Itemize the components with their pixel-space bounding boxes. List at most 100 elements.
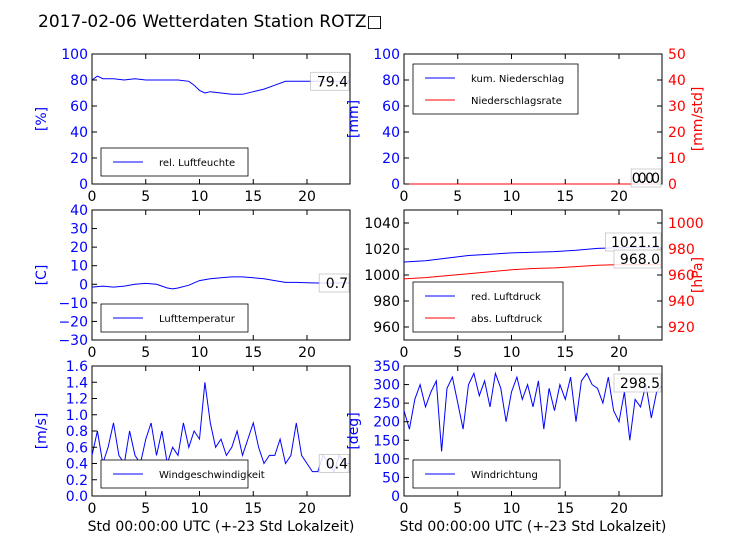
value-readout-box: [318, 454, 350, 473]
y-tick-label: 40: [382, 125, 400, 141]
legend-label: Niederschlagsrate: [471, 96, 562, 107]
value-readout-wind: 0.4: [318, 454, 350, 473]
y-tick-label: 80: [70, 73, 88, 89]
value-readout-box: [613, 249, 662, 269]
x-axis-label: Std 00:00:00 UTC (+-23 Std Lokalzeit): [400, 519, 667, 535]
value-readout-text: 298.5: [620, 376, 660, 392]
value-readout-direction: 298.5: [613, 373, 662, 393]
value-readout-text: 0.0: [638, 171, 660, 187]
x-tick-label: 5: [453, 189, 462, 205]
y-tick-label: 1040: [364, 216, 400, 232]
x-tick-label: 15: [556, 345, 574, 361]
y2-tick-label: 30: [668, 99, 686, 115]
y-tick-label: 1.2: [66, 392, 88, 408]
y2-tick-label: 980: [668, 242, 695, 258]
y2-axis-label: [mm/std]: [690, 87, 706, 152]
panel-temperature: 0 5 10 15 20 −30 −20 −10 0 10 20 30 40 [C] Lufttempera…: [34, 203, 351, 361]
y-tick-label: 980: [373, 294, 400, 310]
y-tick-label: 10: [70, 259, 88, 275]
y2-tick-label: 20: [668, 125, 686, 141]
y-tick-label: 20: [382, 151, 400, 167]
value-readout-text: 968.0: [620, 252, 660, 268]
y2-tick-label: 1000: [668, 216, 704, 232]
x-tick-label: 5: [141, 189, 150, 205]
value-readout-humidity: 79.4: [310, 71, 350, 91]
series-line-humidity-0: [91, 75, 350, 95]
y-tick-label: 80: [382, 73, 400, 89]
x-tick-label: 20: [610, 501, 628, 517]
x-tick-label: 0: [400, 189, 409, 205]
series-line-wind-0: [91, 382, 350, 473]
x-tick-label: 20: [298, 345, 316, 361]
legend-label: Windrichtung: [471, 470, 538, 481]
x-tick-label: 20: [298, 189, 316, 205]
y-tick-label: 0: [79, 177, 88, 193]
y-axis-label: [deg]: [346, 412, 362, 449]
y-tick-label: 20: [70, 151, 88, 167]
panel-humidity: 0 5 10 15 20 0 20 40 60 80 100 [%] rel. Luftfeuchte 7…: [34, 47, 351, 205]
figure-title: 2017-02-06 Wetterdaten Station ROTZ□: [38, 12, 383, 32]
y2-axis-label: [hPa]: [690, 257, 706, 293]
x-tick-label: 10: [191, 189, 209, 205]
y-tick-label: 1.4: [66, 375, 88, 391]
legend-pressure: red. Luftdruck abs. Luftdruck: [412, 281, 564, 333]
y-tick-label: 0.0: [66, 489, 88, 505]
y2-tick-label: 940: [668, 294, 695, 310]
value-readout-box: [310, 71, 350, 91]
y2-tick-label: 50: [668, 47, 686, 63]
x-axis-label: Std 00:00:00 UTC (+-23 Std Lokalzeit): [88, 519, 355, 535]
panel-precip: 0 5 10 15 20 0 20 40 60 80 100 0 10 20 30 40 50 [mm] [mm/s…: [346, 47, 706, 205]
y-tick-label: 60: [382, 99, 400, 115]
y-tick-label: 300: [373, 378, 400, 394]
value-readout-text: 0.4: [326, 457, 348, 473]
x-tick-label: 0: [88, 345, 97, 361]
y-tick-label: 0.4: [66, 457, 88, 473]
y-axis-label: [m/s]: [34, 413, 50, 450]
value-readout-text: 1021.1: [611, 235, 660, 251]
panel-pressure: 0 5 10 15 20 960 980 1000 1020 1040 920 940 960 980 10…: [364, 209, 706, 361]
value-readout-text: 79.4: [317, 74, 348, 90]
y-axis-label: [C]: [34, 265, 50, 286]
y-tick-label: −20: [58, 314, 88, 330]
series-line-direction-0: [403, 371, 663, 452]
y-tick-label: 0.8: [66, 424, 88, 440]
x-tick-label: 5: [453, 501, 462, 517]
x-tick-label: 10: [191, 345, 209, 361]
value-readout-text: 0.7: [326, 276, 348, 292]
y-tick-label: 1.0: [66, 408, 88, 424]
y-tick-label: 1000: [364, 268, 400, 284]
y2-tick-label: 920: [668, 320, 695, 336]
x-tick-label: 15: [556, 501, 574, 517]
y-tick-label: 0: [79, 277, 88, 293]
legend-temperature: Lufttemperatur: [100, 303, 249, 333]
y-tick-label: 0: [391, 489, 400, 505]
y-tick-label: 40: [70, 125, 88, 141]
x-tick-label: 20: [298, 501, 316, 517]
panel-wind: 0 5 10 15 200.00.20.40.60.81.01.21.41.6[m/s]…: [34, 359, 354, 535]
value-readout-precip: 0.00.0: [630, 168, 662, 188]
legend-box: [412, 281, 564, 333]
legend-humidity: rel. Luftfeuchte: [100, 147, 249, 177]
x-tick-label: 15: [556, 189, 574, 205]
x-tick-label: 10: [503, 345, 521, 361]
y-tick-label: 200: [373, 415, 400, 431]
y-tick-label: 100: [61, 47, 88, 63]
x-tick-label: 0: [88, 501, 97, 517]
x-tick-label: 10: [191, 501, 209, 517]
y-axis-label: [%]: [34, 107, 50, 131]
y2-tick-label: 10: [668, 151, 686, 167]
y-tick-label: 100: [373, 47, 400, 63]
x-tick-label: 0: [400, 345, 409, 361]
legend-direction: Windrichtung: [412, 459, 561, 489]
value-readout-text-2: 0.0: [632, 171, 654, 187]
y-tick-label: 60: [70, 99, 88, 115]
y-tick-label: 150: [373, 433, 400, 449]
y-tick-label: 0.2: [66, 473, 88, 489]
y2-tick-label: 0: [668, 177, 677, 193]
value-readout-box: [613, 373, 662, 393]
x-tick-label: 10: [503, 189, 521, 205]
value-readout-temperature: 0.7: [318, 273, 350, 293]
